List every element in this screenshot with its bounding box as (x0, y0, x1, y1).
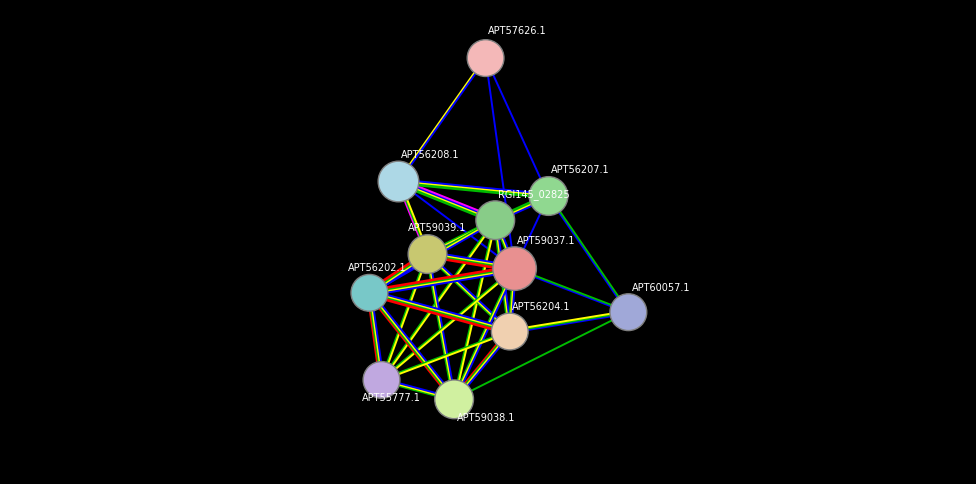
Text: APT59037.1: APT59037.1 (517, 236, 576, 246)
Text: APT57626.1: APT57626.1 (488, 26, 547, 36)
Circle shape (434, 380, 473, 419)
Text: APT56204.1: APT56204.1 (512, 302, 571, 312)
Circle shape (363, 362, 400, 398)
Circle shape (476, 201, 514, 240)
Text: APT60057.1: APT60057.1 (632, 283, 691, 293)
Circle shape (468, 40, 504, 76)
Circle shape (351, 274, 387, 311)
Text: APT59038.1: APT59038.1 (457, 412, 515, 423)
Text: APT55777.1: APT55777.1 (362, 393, 421, 403)
Circle shape (529, 177, 568, 215)
Circle shape (493, 247, 537, 290)
Circle shape (610, 294, 647, 331)
Circle shape (378, 161, 419, 202)
Circle shape (408, 235, 447, 273)
Text: APT56208.1: APT56208.1 (401, 150, 460, 160)
Text: APT56202.1: APT56202.1 (347, 263, 406, 273)
Text: APT59039.1: APT59039.1 (408, 223, 467, 233)
Text: RGI145_02825: RGI145_02825 (498, 189, 569, 200)
Text: APT56207.1: APT56207.1 (550, 165, 610, 175)
Circle shape (491, 313, 528, 350)
